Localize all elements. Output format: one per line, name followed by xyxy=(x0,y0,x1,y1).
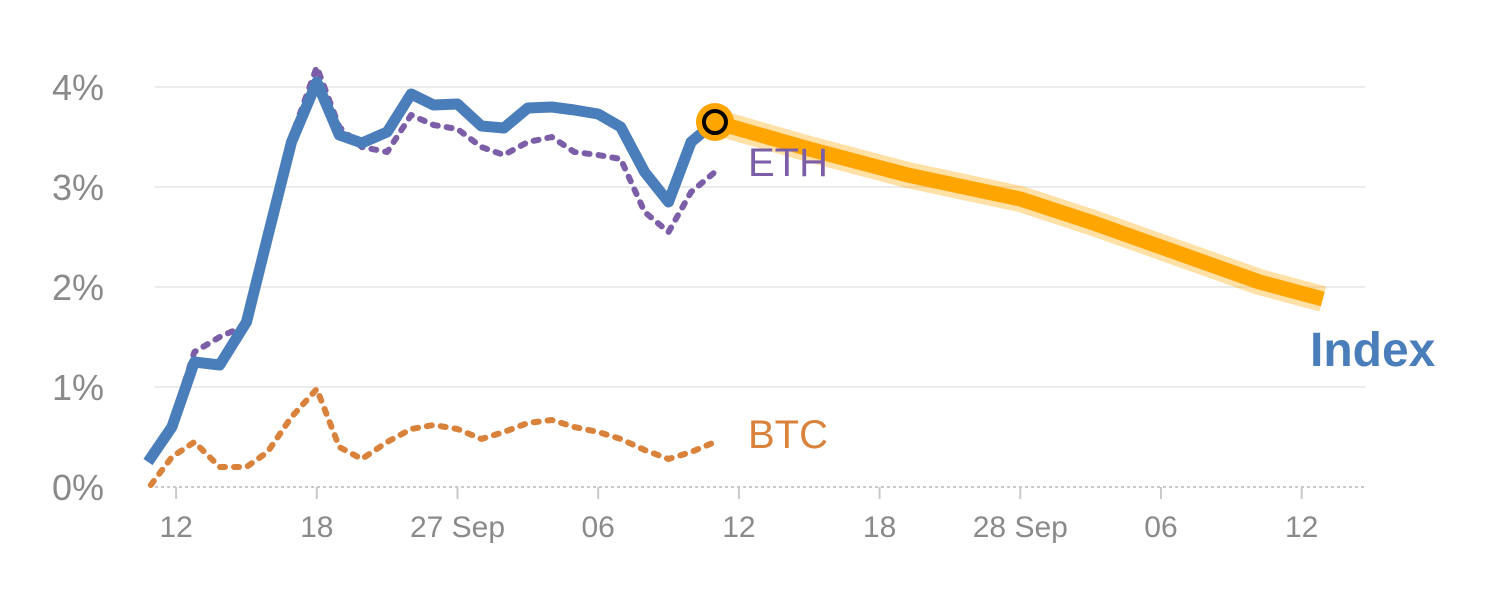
y-tick-label: 3% xyxy=(52,167,104,208)
gridlines xyxy=(155,86,1365,388)
index-series-label: Index xyxy=(1310,324,1436,377)
x-tick-label: 06 xyxy=(1144,511,1177,544)
forecast-line xyxy=(712,114,1325,307)
x-tick-label: 12 xyxy=(722,511,755,544)
x-tick-label: 28 Sep xyxy=(973,511,1068,544)
y-tick-label: 4% xyxy=(52,67,104,108)
btc-series-line xyxy=(147,386,718,488)
x-tick-label: 12 xyxy=(159,511,192,544)
current-value-marker xyxy=(701,109,728,135)
eth-series-label: ETH xyxy=(748,141,828,185)
y-tick-label: 0% xyxy=(52,467,104,508)
index-series-line xyxy=(143,76,719,466)
labels: 0% 1% 2% 3% 4% 12 18 27 Sep 06 12 18 28 Sep 06 12 ETH B… xyxy=(52,67,1436,544)
btc-series-label: BTC xyxy=(748,413,828,457)
series xyxy=(143,64,1327,488)
x-tick-label: 12 xyxy=(1285,511,1318,544)
y-tick-label: 2% xyxy=(52,267,104,308)
x-tick-label: 06 xyxy=(582,511,615,544)
x-tick-label: 18 xyxy=(300,511,333,544)
eth-series-line xyxy=(168,64,718,425)
y-tick-label: 1% xyxy=(52,367,104,408)
x-tick-label: 27 Sep xyxy=(410,511,505,544)
axes xyxy=(155,486,1365,499)
x-tick-label: 18 xyxy=(863,511,896,544)
